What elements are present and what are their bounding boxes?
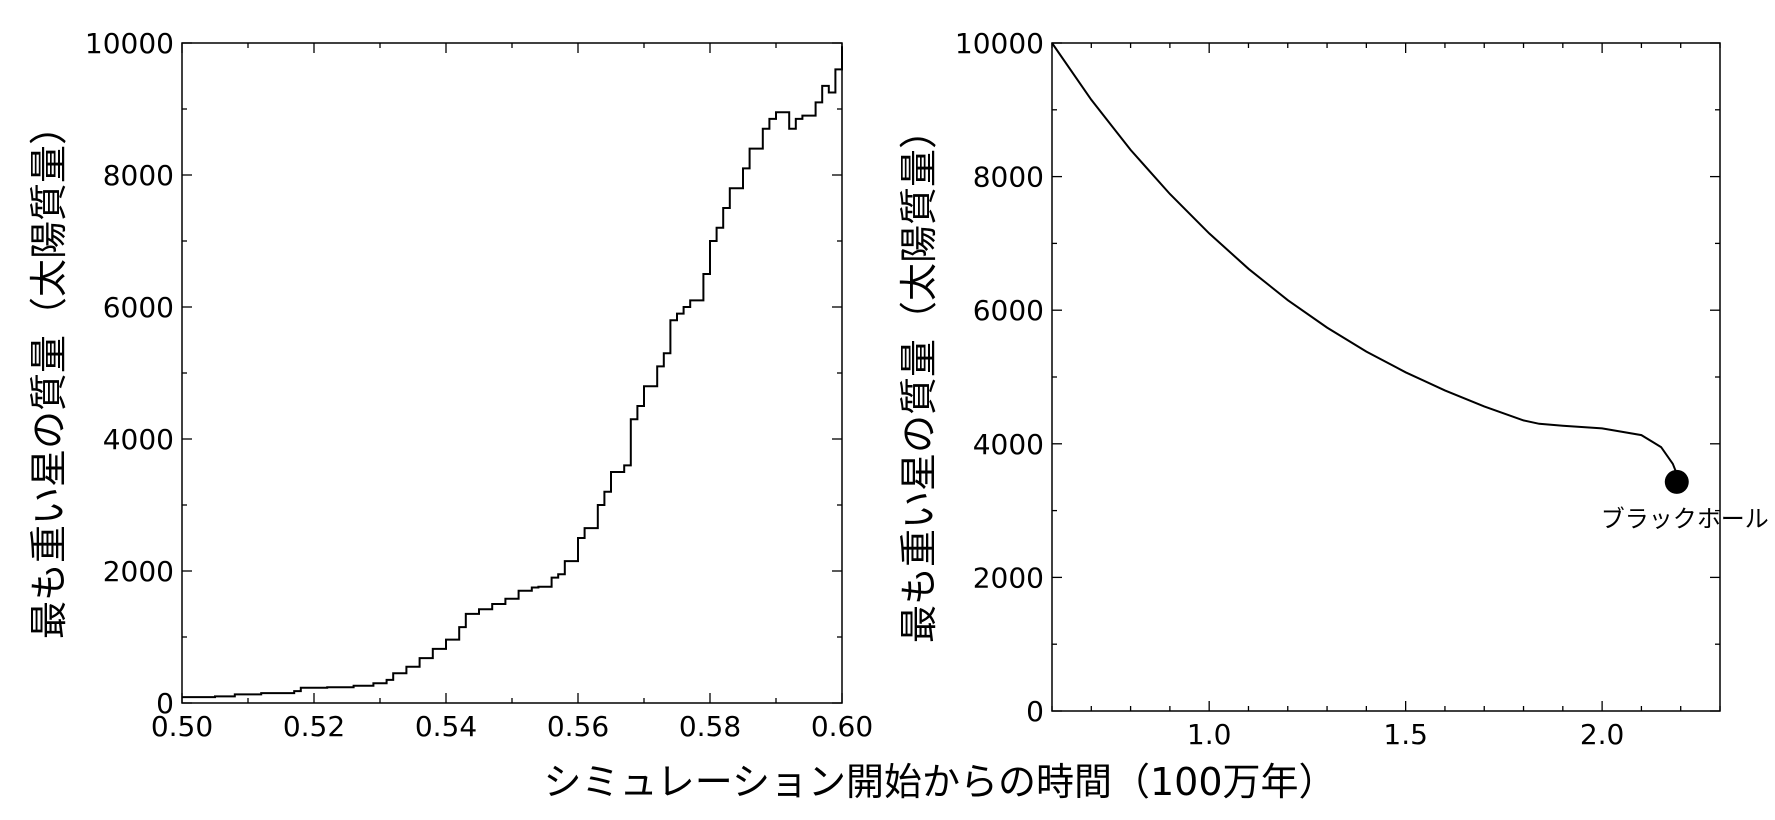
left-ticks bbox=[181, 42, 843, 704]
x-tick-label: 1.0 bbox=[1187, 718, 1232, 751]
left-series-line bbox=[182, 46, 843, 699]
y-tick-label: 6000 bbox=[973, 294, 1044, 327]
x-tick-label: 1.5 bbox=[1383, 718, 1428, 751]
y-tick-label: 0 bbox=[1026, 695, 1044, 728]
y-tick-label: 8000 bbox=[103, 159, 174, 192]
right-plot-frame bbox=[1051, 42, 1721, 712]
y-tick-label: 2000 bbox=[973, 561, 1044, 594]
y-tick-label: 6000 bbox=[103, 291, 174, 324]
right-series-line bbox=[1051, 42, 1678, 475]
y-tick-label: 2000 bbox=[103, 555, 174, 588]
right-y-axis-label: 最も重い星の質量（太陽質量） bbox=[897, 111, 941, 643]
x-tick-label: 0.50 bbox=[151, 710, 213, 743]
x-tick-label: 0.56 bbox=[547, 710, 609, 743]
left-y-tick-labels: 0 2000 4000 6000 8000 10000 bbox=[85, 27, 174, 720]
y-tick-label: 4000 bbox=[973, 428, 1044, 461]
x-tick-label: 0.52 bbox=[283, 710, 345, 743]
left-x-tick-labels: 0.50 0.52 0.54 0.56 0.58 0.60 bbox=[151, 710, 873, 743]
shared-x-axis-label: シミュレーション開始からの時間（100万年） bbox=[543, 760, 1336, 804]
x-tick-label: 2.0 bbox=[1580, 718, 1625, 751]
right-chart: 0 2000 4000 6000 8000 10000 1.0 1.5 2.0 ブラックホール… bbox=[897, 27, 1769, 751]
black-hole-label: ブラックホール bbox=[1601, 505, 1769, 533]
x-tick-label: 0.60 bbox=[811, 710, 873, 743]
black-hole-marker bbox=[1664, 469, 1689, 494]
x-tick-label: 0.54 bbox=[415, 710, 477, 743]
y-tick-label: 0 bbox=[156, 687, 174, 720]
left-y-axis-label: 最も重い星の質量（太陽質量） bbox=[27, 107, 71, 639]
left-plot-frame bbox=[181, 42, 843, 704]
y-tick-label: 4000 bbox=[103, 423, 174, 456]
right-x-tick-labels: 1.0 1.5 2.0 bbox=[1187, 718, 1624, 751]
y-tick-label: 10000 bbox=[955, 27, 1044, 60]
y-tick-label: 10000 bbox=[85, 27, 174, 60]
right-ticks bbox=[1051, 42, 1721, 712]
x-tick-label: 0.58 bbox=[679, 710, 741, 743]
y-tick-label: 8000 bbox=[973, 161, 1044, 194]
right-y-tick-labels: 0 2000 4000 6000 8000 10000 bbox=[955, 27, 1044, 728]
